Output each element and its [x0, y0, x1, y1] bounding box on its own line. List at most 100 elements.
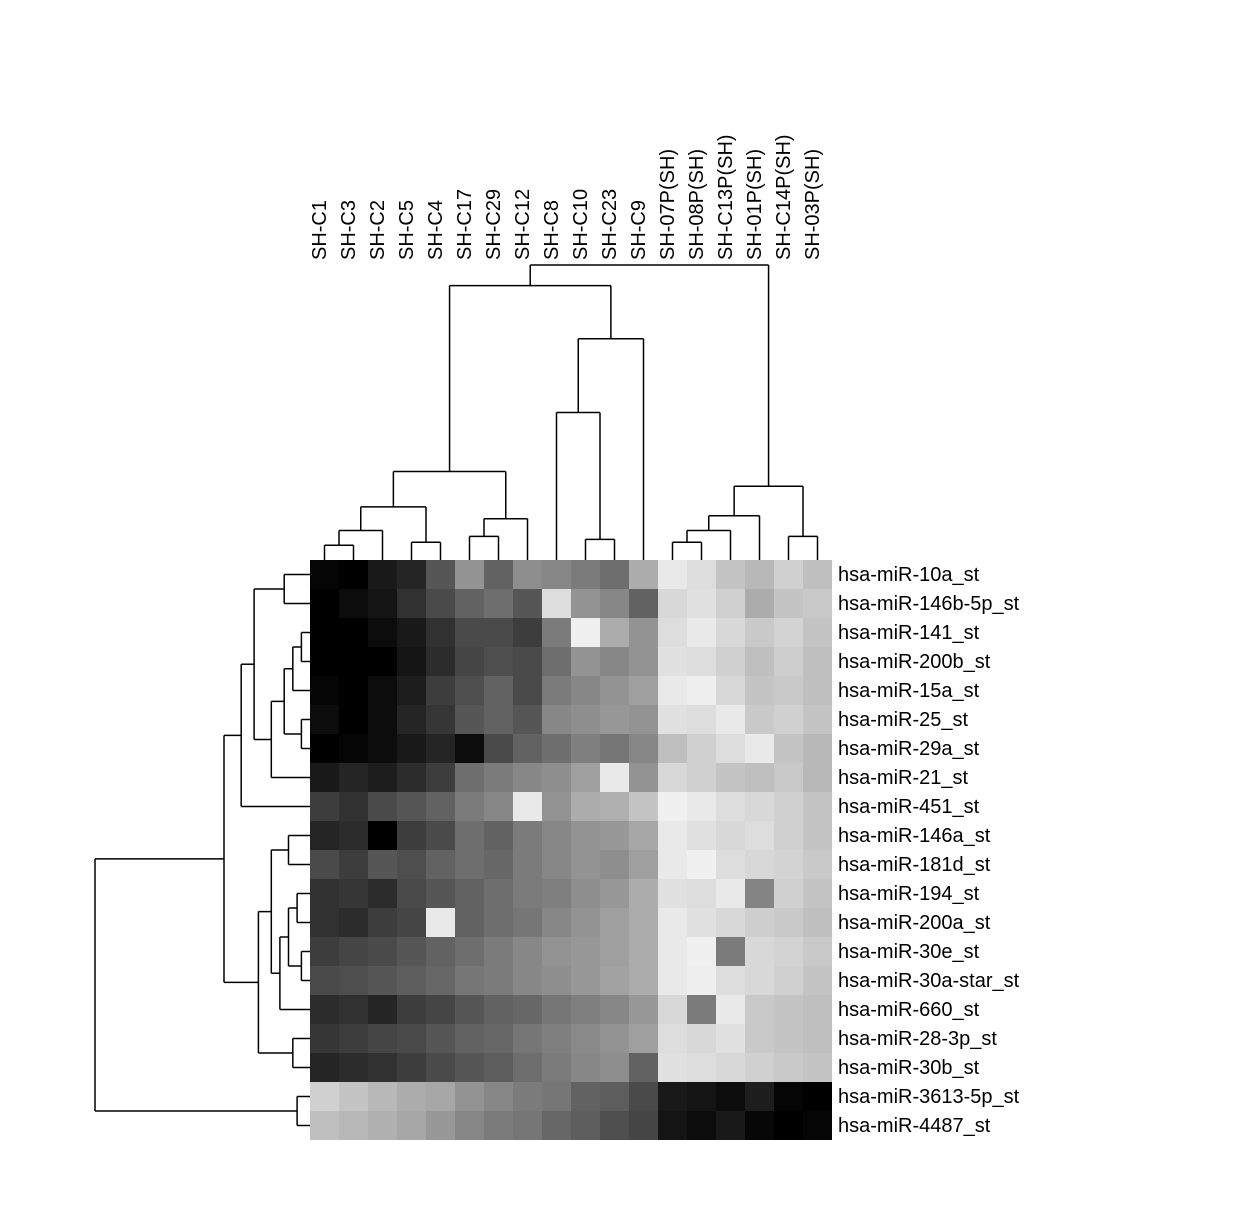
heatmap-cell: [716, 763, 745, 792]
heatmap-cell: [426, 1053, 455, 1082]
heatmap-cell: [745, 995, 774, 1024]
row-label: hsa-miR-194_st: [838, 883, 980, 905]
heatmap-cell: [571, 1053, 600, 1082]
heatmap-cell: [397, 908, 426, 937]
heatmap-cell: [339, 792, 368, 821]
heatmap-cell: [368, 995, 397, 1024]
heatmap-cell: [658, 1082, 687, 1111]
row-label: hsa-miR-21_st: [838, 767, 968, 789]
heatmap-cell: [774, 1111, 803, 1140]
heatmap-cell: [629, 966, 658, 995]
heatmap-cell: [629, 937, 658, 966]
heatmap-cell: [600, 705, 629, 734]
heatmap-cell: [571, 908, 600, 937]
heatmap-cell: [339, 589, 368, 618]
heatmap-cell: [426, 618, 455, 647]
heatmap-cell: [542, 734, 571, 763]
heatmap-cell: [513, 1053, 542, 1082]
heatmap-cell: [484, 1082, 513, 1111]
heatmap-cell: [774, 792, 803, 821]
heatmap-cell: [426, 763, 455, 792]
heatmap-cell: [571, 937, 600, 966]
heatmap-cell: [774, 821, 803, 850]
heatmap-cell: [745, 1082, 774, 1111]
heatmap-cell: [774, 966, 803, 995]
heatmap-cell: [803, 966, 832, 995]
heatmap-cell: [368, 879, 397, 908]
heatmap-cell: [774, 647, 803, 676]
heatmap-cell: [397, 676, 426, 705]
heatmap-cell: [716, 589, 745, 618]
heatmap-cell: [339, 676, 368, 705]
column-label: SH-C10: [570, 189, 592, 260]
heatmap-cell: [397, 879, 426, 908]
row-label: hsa-miR-25_st: [838, 709, 968, 731]
heatmap-cell: [774, 763, 803, 792]
heatmap-cell: [745, 792, 774, 821]
heatmap-cell: [484, 763, 513, 792]
heatmap-cell: [513, 763, 542, 792]
heatmap-cell: [339, 647, 368, 676]
heatmap-cell: [397, 966, 426, 995]
heatmap-cell: [803, 937, 832, 966]
heatmap-cell: [339, 618, 368, 647]
heatmap-cell: [687, 1053, 716, 1082]
heatmap-cell: [484, 676, 513, 705]
heatmap-cell: [600, 763, 629, 792]
heatmap-cell: [658, 1024, 687, 1053]
heatmap-cell: [803, 850, 832, 879]
heatmap-cell: [571, 850, 600, 879]
heatmap-cell: [687, 850, 716, 879]
heatmap-cell: [629, 618, 658, 647]
heatmap-cell: [687, 792, 716, 821]
heatmap-cell: [397, 1053, 426, 1082]
heatmap-cell: [774, 1053, 803, 1082]
heatmap-cell: [310, 821, 339, 850]
heatmap-cell: [513, 589, 542, 618]
heatmap-cell: [774, 1082, 803, 1111]
heatmap-cell: [716, 850, 745, 879]
heatmap-cell: [426, 966, 455, 995]
row-label: hsa-miR-30e_st: [838, 941, 980, 963]
heatmap-cell: [745, 734, 774, 763]
row-label: hsa-miR-30b_st: [838, 1057, 980, 1079]
heatmap-cell: [600, 937, 629, 966]
heatmap-cell: [774, 676, 803, 705]
heatmap-cell: [310, 850, 339, 879]
heatmap-cell: [629, 1111, 658, 1140]
heatmap-cell: [542, 908, 571, 937]
heatmap-cell: [542, 763, 571, 792]
heatmap-cell: [484, 1053, 513, 1082]
heatmap-cell: [368, 763, 397, 792]
heatmap-svg: hsa-miR-10a_st hsa-miR-146b-5p_st hsa-miR-…: [0, 0, 1240, 1217]
heatmap-cell: [368, 1111, 397, 1140]
heatmap-cell: [629, 908, 658, 937]
heatmap-cell: [658, 995, 687, 1024]
heatmap-cell: [658, 763, 687, 792]
heatmap-cell: [600, 908, 629, 937]
column-label: SH-C12: [512, 189, 534, 260]
heatmap-cell: [513, 676, 542, 705]
heatmap-cell: [542, 792, 571, 821]
heatmap-cell: [368, 676, 397, 705]
row-label: hsa-miR-15a_st: [838, 680, 980, 702]
row-label: hsa-miR-10a_st: [838, 564, 980, 586]
heatmap-cell: [310, 879, 339, 908]
heatmap-cell: [542, 966, 571, 995]
heatmap-cell: [455, 937, 484, 966]
heatmap-cell: [426, 734, 455, 763]
heatmap-cell: [571, 647, 600, 676]
heatmap-cell: [600, 734, 629, 763]
column-label: SH-C29: [483, 189, 505, 260]
heatmap-cell: [426, 908, 455, 937]
heatmap-cell: [339, 966, 368, 995]
heatmap-cell: [310, 937, 339, 966]
heatmap-cell: [600, 792, 629, 821]
heatmap-cell: [397, 937, 426, 966]
heatmap-cell: [716, 1111, 745, 1140]
heatmap-cell: [397, 560, 426, 589]
heatmap-cell: [600, 1053, 629, 1082]
heatmap-cell: [803, 589, 832, 618]
column-label: SH-C13P(SH): [715, 134, 737, 260]
row-label: hsa-miR-146b-5p_st: [838, 593, 1020, 615]
